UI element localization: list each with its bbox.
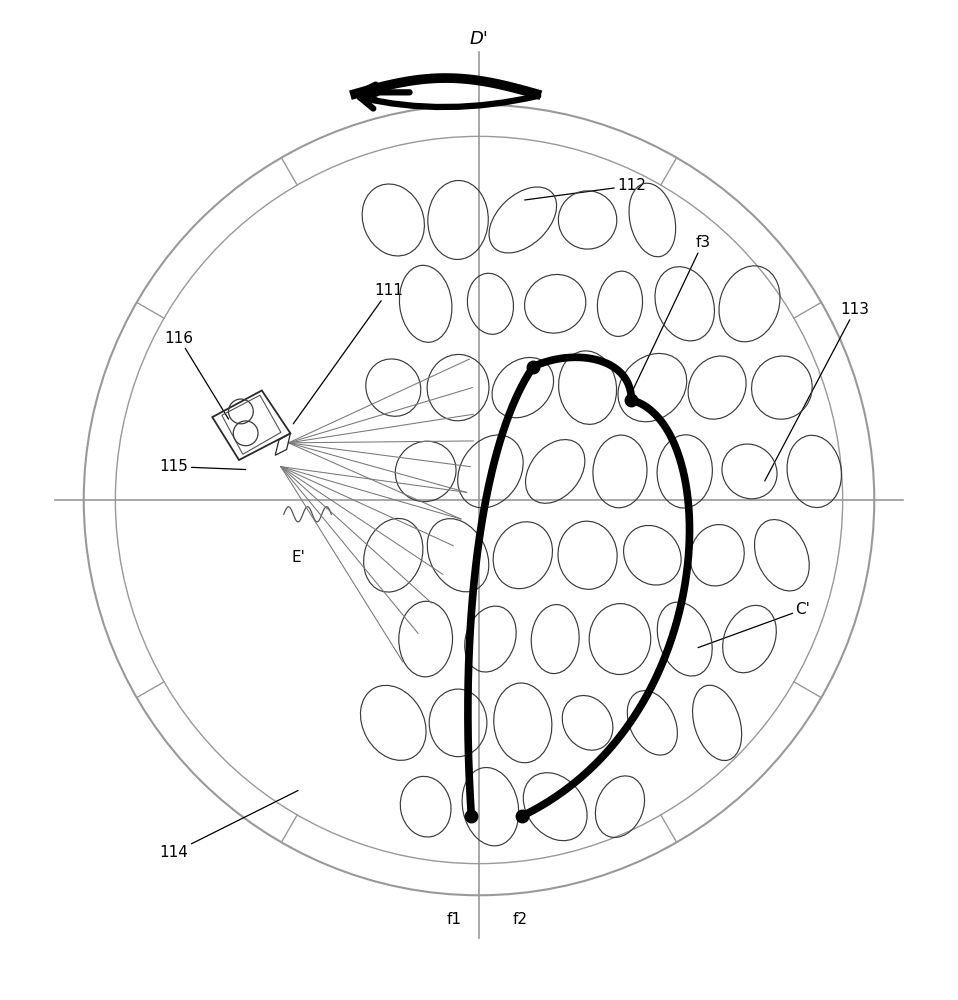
Text: 114: 114 [160, 790, 298, 860]
Text: 115: 115 [160, 459, 245, 474]
Text: f3: f3 [629, 235, 711, 397]
Text: f2: f2 [513, 912, 528, 927]
Text: C': C' [698, 602, 810, 648]
Text: 111: 111 [293, 283, 403, 424]
Text: E': E' [291, 550, 305, 565]
Text: D': D' [469, 30, 489, 48]
Text: 116: 116 [165, 331, 229, 419]
Text: 112: 112 [525, 178, 646, 200]
Text: f1: f1 [446, 912, 462, 927]
Text: 113: 113 [764, 302, 870, 481]
